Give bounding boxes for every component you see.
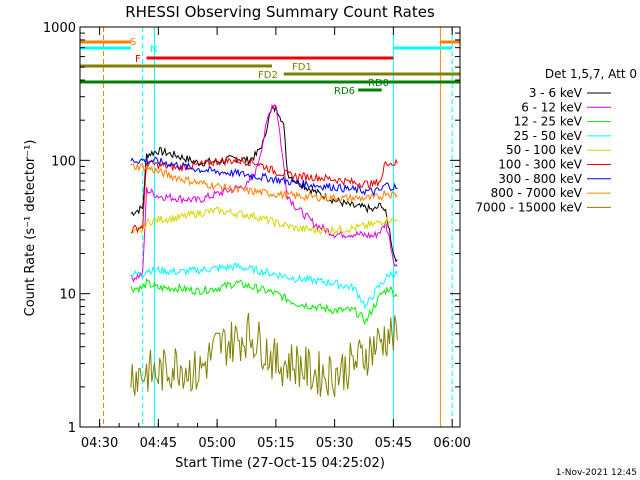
series-line-2	[130, 278, 398, 326]
y-tick-label-3: 1000	[43, 21, 76, 36]
x-tick-label-1: 04:45	[140, 436, 177, 451]
instrument-state-bars: S NF FD1 FD2 RD0 RD6	[80, 37, 460, 97]
state-bar-label-fd1: FD1	[292, 62, 312, 73]
series-line-8	[130, 312, 398, 398]
legend-label-0: 3 - 6 keV	[529, 86, 583, 100]
series-line-1	[130, 103, 398, 283]
legend-label-7: 800 - 7000 keV	[491, 186, 583, 200]
x-tick-label-2: 05:00	[198, 436, 235, 451]
timestamp: 1-Nov-2021 12:45	[556, 468, 637, 478]
x-axis-label: Start Time (27-Oct-15 04:25:02)	[175, 456, 385, 471]
series-line-7	[130, 163, 398, 203]
state-bar-label-s: S	[130, 37, 136, 48]
legend-label-2: 12 - 25 keV	[514, 115, 583, 129]
count-rate-series	[130, 103, 398, 398]
series-line-6	[130, 155, 398, 197]
chart-title: RHESSI Observing Summary Count Rates	[125, 3, 435, 21]
legend-label-5: 100 - 300 keV	[498, 158, 582, 172]
state-bar-label-f: F	[135, 54, 141, 65]
y-tick-label-0: 1	[68, 421, 76, 436]
x-tick-label-4: 05:30	[316, 436, 353, 451]
legend-label-3: 25 - 50 keV	[514, 129, 583, 143]
series-line-3	[130, 262, 398, 310]
y-axis-label: Count Rate (s⁻¹ detector⁻¹)	[23, 140, 38, 317]
y-tick-label-1: 10	[59, 288, 76, 303]
series-line-0	[130, 105, 398, 263]
y-tick-label-2: 100	[51, 154, 76, 169]
x-tick-label-5: 05:45	[375, 436, 412, 451]
x-tick-label-3: 05:15	[257, 436, 294, 451]
state-bar-label-rd6: RD6	[334, 86, 355, 97]
legend-label-6: 300 - 800 keV	[498, 172, 582, 186]
legend-label-4: 50 - 100 keV	[506, 143, 583, 157]
legend-title: Det 1,5,7, Att 0	[545, 67, 637, 81]
state-bar-label-rd0: RD0	[368, 78, 389, 89]
series-line-5	[130, 156, 398, 234]
x-tick-label-6: 06:00	[433, 436, 470, 451]
legend-label-1: 6 - 12 keV	[521, 100, 583, 114]
plot-frame	[79, 26, 461, 428]
series-line-4	[130, 206, 398, 235]
legend-label-8: 7000 - 15000 keV	[475, 200, 582, 214]
state-bar-label-n: N	[150, 44, 157, 55]
state-bar-label-fd2: FD2	[258, 70, 278, 81]
axes-ticks: 04:30 04:45 05:00 05:15 05:30 05:45 06:00 1 10 10…	[43, 21, 471, 451]
x-tick-label-0: 04:30	[81, 436, 118, 451]
